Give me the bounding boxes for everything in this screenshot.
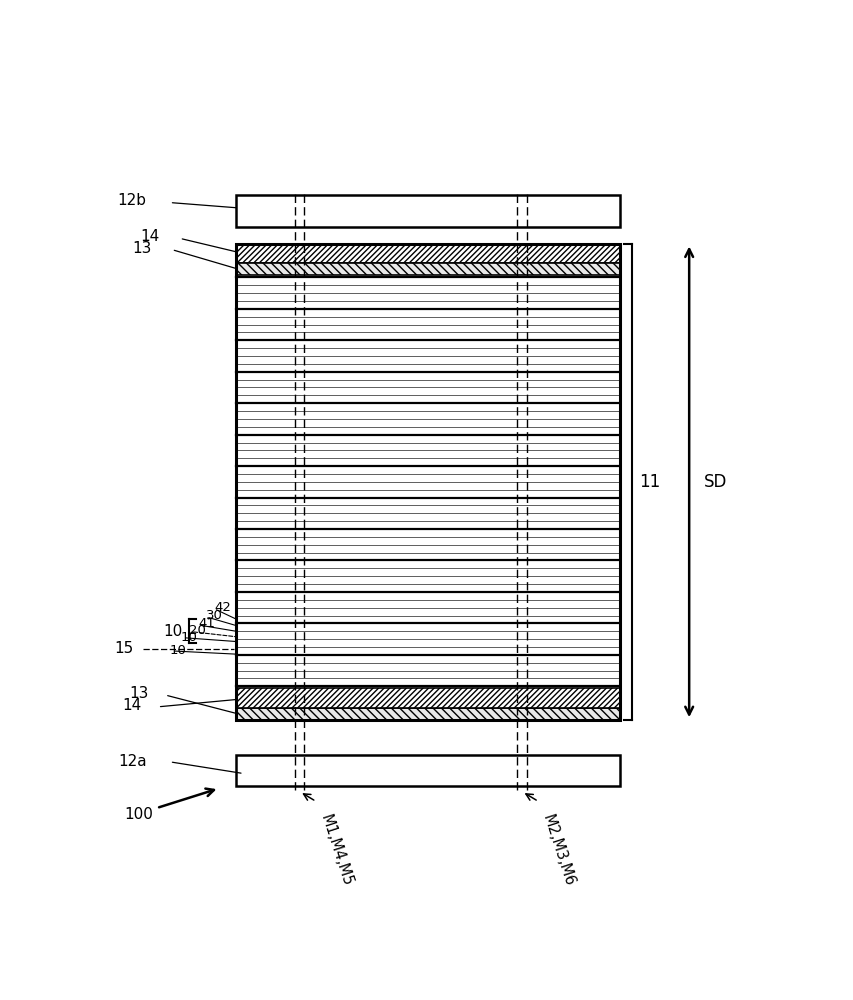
Bar [235, 755, 619, 786]
Bar [235, 244, 619, 263]
Text: 12a: 12a [118, 754, 147, 769]
Bar [235, 708, 619, 720]
Text: 14: 14 [140, 229, 160, 244]
Bar [235, 195, 619, 227]
Text: M2,M3,M6: M2,M3,M6 [539, 813, 577, 888]
Bar [235, 263, 619, 275]
Text: 10: 10 [170, 644, 186, 657]
Text: 12b: 12b [118, 193, 147, 208]
Bar [235, 244, 619, 720]
Text: 14: 14 [122, 698, 141, 713]
Text: 10: 10 [181, 631, 198, 644]
Text: 41: 41 [198, 617, 215, 630]
Text: 11: 11 [639, 473, 660, 491]
Text: 30: 30 [206, 609, 223, 622]
Text: 20: 20 [189, 624, 206, 637]
Text: 15: 15 [113, 641, 133, 656]
Bar [235, 688, 619, 708]
Text: 100: 100 [124, 807, 153, 822]
Text: 13: 13 [132, 241, 152, 256]
Text: 13: 13 [129, 686, 148, 701]
Text: 10: 10 [164, 624, 183, 639]
Text: SD: SD [703, 473, 726, 491]
Text: 42: 42 [214, 601, 230, 614]
Text: M1,M4,M5: M1,M4,M5 [317, 813, 354, 888]
